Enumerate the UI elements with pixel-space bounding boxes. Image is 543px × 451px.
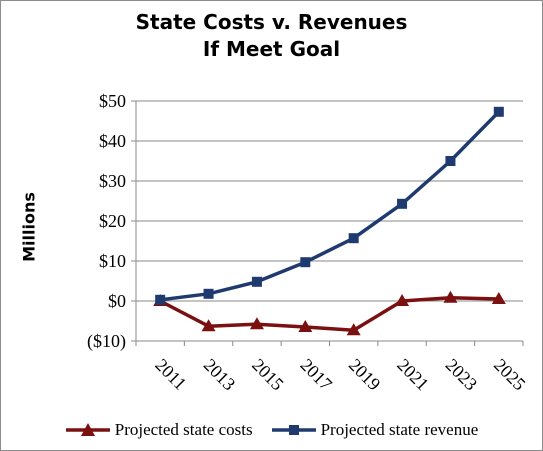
y-tick-label: $20 bbox=[99, 211, 126, 231]
x-tick-label: 2019 bbox=[345, 355, 385, 395]
gridlines bbox=[136, 100, 523, 302]
cost-point bbox=[491, 292, 506, 304]
legend: Projected state costs Projected state re… bbox=[1, 417, 542, 443]
revenue-point bbox=[397, 198, 408, 209]
revenue-point bbox=[300, 257, 311, 268]
x-tick-label: 2025 bbox=[490, 355, 530, 395]
y-tick-label: ($10) bbox=[87, 331, 126, 352]
legend-label-costs: Projected state costs bbox=[114, 420, 253, 439]
legend-label-revenue: Projected state revenue bbox=[320, 420, 479, 439]
y-tick-label: $10 bbox=[99, 251, 126, 271]
x-tick-label: 2013 bbox=[200, 355, 240, 395]
legend-key-revenue bbox=[271, 425, 316, 435]
revenue-point bbox=[493, 106, 504, 117]
series-line-0 bbox=[159, 296, 499, 332]
x-tick-label: 2023 bbox=[442, 355, 482, 395]
y-tick-label: $50 bbox=[99, 91, 126, 111]
x-tick-label: 2011 bbox=[151, 355, 190, 394]
legend-item-revenue: Projected state revenue bbox=[271, 420, 479, 440]
revenue-point bbox=[155, 294, 166, 305]
cost-point bbox=[201, 319, 216, 332]
cost-point bbox=[298, 320, 313, 332]
cost-point bbox=[346, 323, 361, 336]
x-tick-label: 2015 bbox=[248, 355, 288, 395]
chart-title-line-2: If Meet Goal bbox=[202, 37, 341, 61]
legend-item-costs: Projected state costs bbox=[65, 420, 253, 440]
x-tick-label: 2017 bbox=[296, 355, 336, 395]
y-tick-label: $30 bbox=[99, 171, 126, 191]
cost-point bbox=[443, 290, 458, 303]
revenue-point bbox=[348, 233, 359, 244]
series-line-1 bbox=[159, 110, 501, 302]
x-tick-labels: 2011 2013 2015 2017 2019 2021 2023 2025 bbox=[151, 355, 529, 395]
cost-point bbox=[249, 317, 264, 330]
chart-title-line-1: State Costs v. Revenues bbox=[135, 10, 408, 34]
revenue-point bbox=[203, 288, 214, 299]
y-tick-labels: $50 $40 $30 $20 $10 $0 ($10) bbox=[87, 91, 126, 352]
y-tick-label: $0 bbox=[108, 291, 126, 311]
x-tick-label: 2021 bbox=[393, 355, 433, 395]
axes bbox=[131, 100, 524, 346]
y-tick-label: $40 bbox=[99, 131, 126, 151]
chart-title: State Costs v. Revenues If Meet Goal bbox=[1, 9, 542, 63]
legend-key-costs bbox=[65, 423, 110, 436]
cost-point bbox=[395, 294, 410, 306]
series-layer bbox=[153, 106, 506, 336]
revenue-point bbox=[445, 156, 456, 166]
revenue-point bbox=[251, 276, 262, 287]
